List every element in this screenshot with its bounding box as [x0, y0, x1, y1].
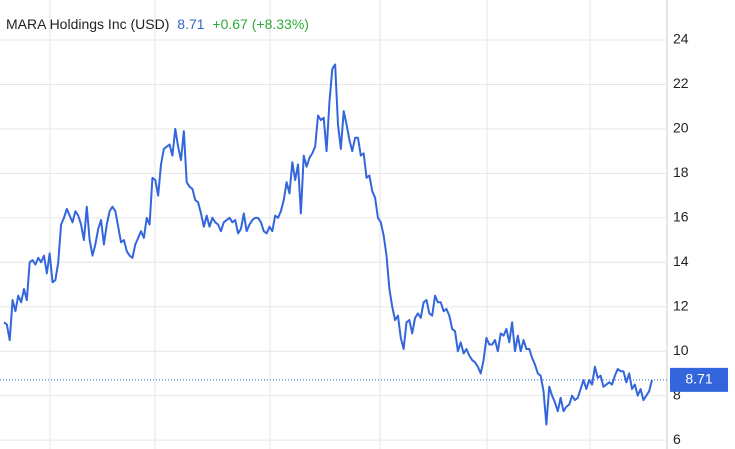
price-line [3, 63, 653, 426]
price-change: +0.67 (+8.33%) [212, 16, 309, 32]
y-tick-label: 22 [673, 75, 689, 91]
last-price: 8.71 [177, 16, 204, 32]
y-tick-label: 14 [673, 253, 689, 269]
last-price-box [670, 367, 728, 392]
last-price-label: 8.71 [685, 371, 712, 387]
y-tick-label: 6 [673, 431, 681, 447]
y-tick-label: 12 [673, 297, 689, 313]
y-tick-label: 20 [673, 120, 689, 136]
y-tick-label: 18 [673, 164, 689, 180]
y-tick-label: 8 [673, 386, 681, 402]
y-tick-label: 10 [673, 342, 689, 358]
y-tick-label: 16 [673, 209, 689, 225]
chart-header: MARA Holdings Inc (USD) 8.71 +0.67 (+8.3… [6, 16, 309, 32]
chart-title: MARA Holdings Inc (USD) [6, 16, 169, 32]
vertical-grid [49, 0, 591, 449]
y-tick-label: 24 [673, 31, 689, 47]
